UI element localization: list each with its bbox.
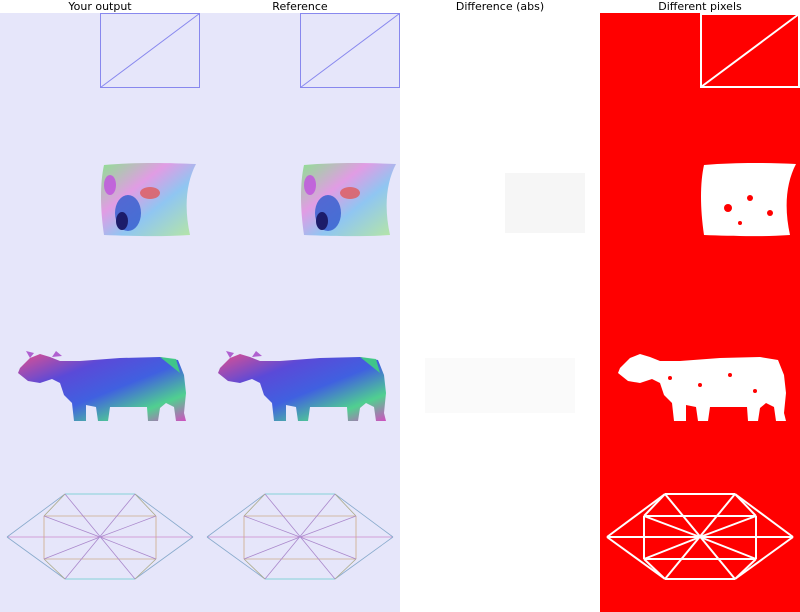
- normal-map-patch: [301, 163, 396, 237]
- reference-panel: [200, 13, 400, 612]
- different-pixels-canvas: [606, 13, 800, 580]
- title-reference: Reference: [272, 0, 328, 13]
- cow-mesh: [18, 351, 186, 421]
- title-different-pixels: Different pixels: [658, 0, 742, 13]
- mask-octahedron-wireframe: [606, 493, 794, 580]
- title-your-output: Your output: [68, 0, 132, 13]
- difference-canvas: [425, 173, 585, 413]
- mask-cow: [618, 354, 786, 421]
- your-output-canvas: [6, 13, 200, 580]
- your-output-panel: [0, 13, 200, 612]
- difference-speckle: [425, 173, 585, 413]
- difference-panel: [400, 13, 600, 612]
- octahedron-wireframe: [206, 493, 394, 580]
- normal-map-patch: [101, 163, 196, 237]
- mask-square-wireframe: [700, 13, 800, 88]
- reference-canvas: [206, 13, 400, 580]
- different-pixels-panel: [600, 13, 800, 612]
- title-difference: Difference (abs): [455, 0, 545, 13]
- square-wireframe: [100, 13, 200, 88]
- square-wireframe: [300, 13, 400, 88]
- octahedron-wireframe: [6, 493, 194, 580]
- mask-patch: [701, 163, 796, 237]
- cow-mesh: [218, 351, 386, 421]
